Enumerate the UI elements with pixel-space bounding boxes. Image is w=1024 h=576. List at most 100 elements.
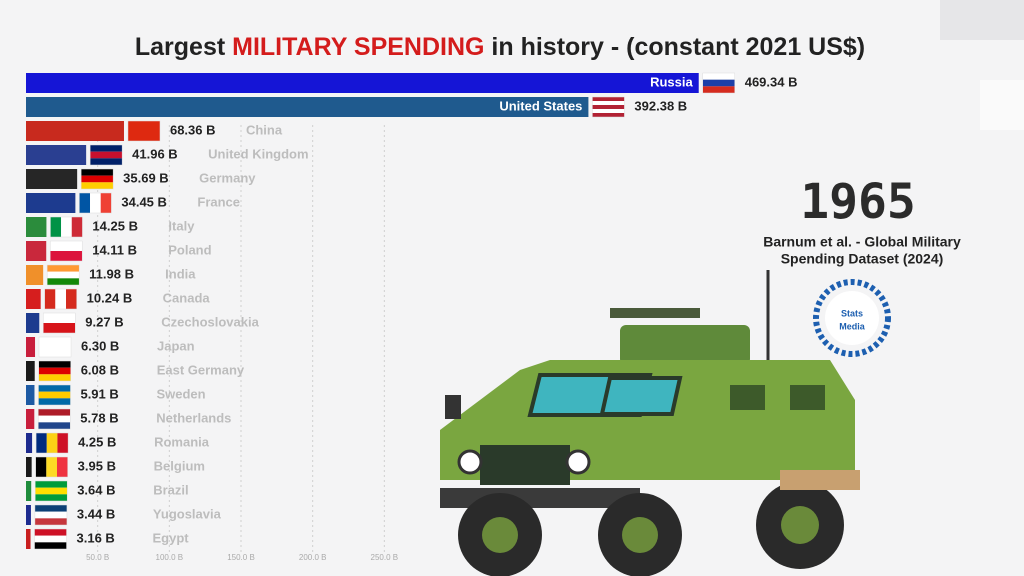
value-label: 14.11 B bbox=[92, 242, 137, 257]
flag-stripe bbox=[66, 289, 77, 309]
flag-stripe bbox=[38, 391, 71, 399]
bar bbox=[26, 289, 41, 309]
bar bbox=[26, 505, 31, 525]
bar-label: United Kingdom bbox=[208, 146, 308, 161]
flag-border bbox=[38, 408, 71, 430]
bar-label: France bbox=[197, 194, 240, 209]
year-label: 1965 bbox=[800, 174, 916, 230]
value-label: 6.30 B bbox=[81, 338, 119, 353]
x-tick-label: 150.0 B bbox=[227, 553, 255, 562]
flag-stripe bbox=[81, 182, 114, 189]
flag-border bbox=[127, 120, 161, 142]
flag-stripe bbox=[38, 415, 71, 423]
bar bbox=[26, 265, 44, 285]
flag bbox=[44, 288, 77, 310]
bar-label: Germany bbox=[199, 170, 256, 185]
flag bbox=[46, 264, 80, 286]
value-label: 35.69 B bbox=[123, 170, 169, 185]
flag-border bbox=[592, 96, 625, 118]
source-line: Barnum et al. - Global Military bbox=[763, 234, 961, 250]
flag-stripe bbox=[81, 175, 114, 183]
flag-stripe bbox=[592, 97, 625, 101]
x-tick-label: 100.0 B bbox=[156, 553, 184, 562]
bar bbox=[26, 241, 47, 261]
flag bbox=[79, 192, 112, 214]
flag bbox=[592, 96, 625, 118]
flag-stripe bbox=[34, 518, 67, 525]
flag-stripe bbox=[38, 385, 71, 392]
bar-label: Yugoslavia bbox=[153, 506, 222, 521]
flag bbox=[43, 312, 76, 334]
x-tick-label: 50.0 B bbox=[86, 553, 109, 562]
flag-stripe bbox=[127, 131, 160, 141]
flag-stripe bbox=[79, 193, 91, 213]
flag-border bbox=[38, 336, 72, 358]
flag-stripe bbox=[38, 409, 71, 416]
flag bbox=[89, 144, 123, 166]
value-label: 3.64 B bbox=[77, 482, 115, 497]
flag-stripe bbox=[44, 289, 56, 309]
flag-stripe bbox=[90, 193, 101, 213]
flag bbox=[38, 336, 72, 358]
deco-block bbox=[980, 80, 1024, 130]
flag-stripe bbox=[55, 289, 67, 309]
bar-label: Italy bbox=[168, 218, 195, 233]
logo-text: Media bbox=[839, 321, 866, 331]
bar-label: Romania bbox=[154, 434, 210, 449]
flag-border bbox=[38, 384, 71, 406]
flag-border bbox=[35, 456, 68, 478]
value-label: 14.25 B bbox=[92, 218, 138, 233]
flag-stripe bbox=[35, 457, 47, 477]
flag-border bbox=[44, 288, 77, 310]
value-label: 41.96 B bbox=[132, 146, 178, 161]
flag-stripe bbox=[46, 457, 57, 477]
flag-stripe bbox=[35, 481, 68, 488]
flag-stripe bbox=[702, 79, 735, 87]
flag-border bbox=[80, 168, 114, 190]
flag-stripe bbox=[34, 535, 67, 543]
value-label: 4.25 B bbox=[78, 434, 116, 449]
flag bbox=[38, 408, 71, 430]
value-label: 6.08 B bbox=[81, 362, 119, 377]
flag bbox=[38, 384, 71, 406]
flag bbox=[34, 528, 67, 550]
flag-stripe bbox=[50, 217, 62, 237]
bar bbox=[26, 121, 124, 141]
flag bbox=[50, 216, 83, 238]
value-label: 469.34 B bbox=[745, 74, 798, 89]
bar bbox=[26, 337, 36, 357]
flag-stripe bbox=[71, 217, 83, 237]
flag-stripe bbox=[34, 542, 67, 549]
flag bbox=[34, 480, 68, 502]
flag-stripe bbox=[127, 121, 160, 131]
flag-stripe bbox=[81, 169, 114, 176]
value-label: 392.38 B bbox=[634, 98, 687, 113]
bar-label: Sweden bbox=[156, 386, 205, 401]
flag-stripe bbox=[35, 494, 68, 501]
flag-stripe bbox=[46, 433, 58, 453]
bar bbox=[26, 169, 78, 189]
title-part: in history - (constant 2021 US$) bbox=[484, 33, 865, 61]
flag-border bbox=[46, 264, 80, 286]
bar-label: Canada bbox=[163, 290, 211, 305]
bar bbox=[26, 97, 589, 117]
title-part: Largest bbox=[135, 33, 232, 61]
flag bbox=[80, 168, 114, 190]
chart-title: Largest MILITARY SPENDING in history - (… bbox=[135, 33, 865, 61]
flag-stripe bbox=[50, 241, 83, 251]
bar bbox=[26, 217, 47, 237]
value-label: 10.24 B bbox=[87, 290, 133, 305]
flag bbox=[34, 504, 68, 526]
bar bbox=[26, 409, 35, 429]
bar-label: Russia bbox=[650, 74, 693, 89]
logo: Stats Media bbox=[813, 279, 891, 357]
flag-stripe bbox=[38, 361, 71, 368]
value-label: 9.27 B bbox=[85, 314, 123, 329]
flag-stripe bbox=[47, 265, 80, 272]
flag-stripe bbox=[57, 433, 69, 453]
flag-stripe bbox=[38, 374, 71, 381]
flag-stripe bbox=[61, 217, 72, 237]
flag bbox=[127, 120, 161, 142]
